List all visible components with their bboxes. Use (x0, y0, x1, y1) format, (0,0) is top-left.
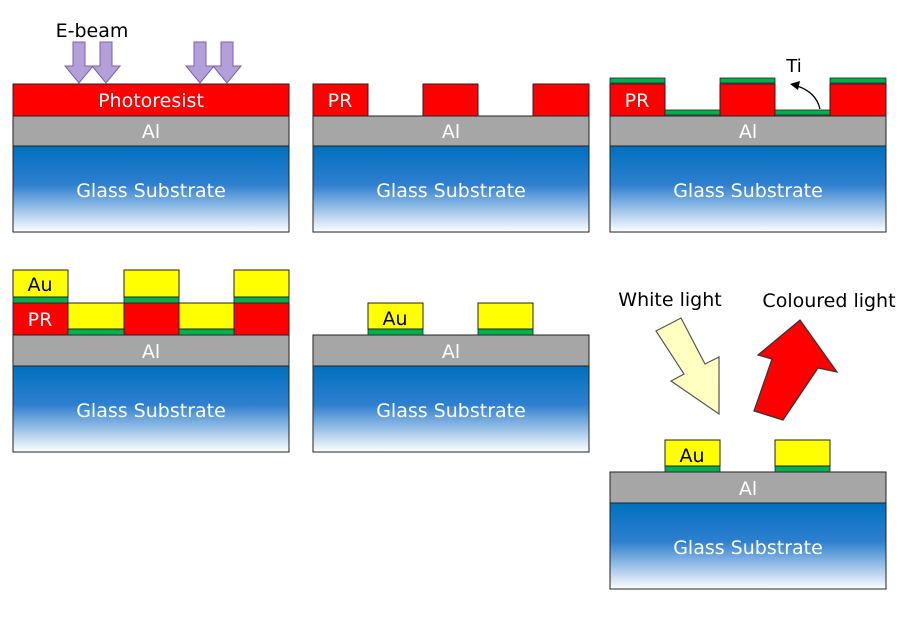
ti-pointer-arrowhead-icon (790, 81, 800, 90)
pr-block (422, 83, 479, 117)
al-label: Al (442, 341, 460, 363)
substrate-label: Glass Substrate (76, 400, 226, 422)
ti-layer (477, 328, 534, 336)
ti-layer (12, 296, 69, 304)
ti-label: Ti (785, 56, 801, 77)
panel-ebeam-exposure: Glass Substrate Al Photoresist E-beam (12, 20, 290, 233)
pr-block (123, 302, 180, 336)
ti-layer (719, 77, 776, 84)
pr-block (532, 83, 590, 117)
pr-block (233, 302, 290, 336)
ti-layer (178, 328, 235, 336)
ti-layer (774, 109, 831, 116)
au-block (774, 439, 831, 467)
pr-label: PR (328, 90, 353, 112)
al-label: Al (142, 341, 160, 363)
glass-substrate (312, 145, 590, 233)
al-layer (609, 115, 887, 147)
au-block (477, 302, 534, 330)
ti-layer (609, 77, 666, 84)
glass-substrate (609, 145, 887, 233)
ti-layer (664, 109, 721, 116)
ti-layer (233, 296, 290, 304)
au-block (123, 269, 180, 298)
ti-layer (774, 465, 831, 473)
al-label: Al (442, 121, 460, 143)
al-layer (12, 115, 290, 147)
pr-block (719, 83, 776, 117)
ti-layer (123, 296, 180, 304)
ebeam-arrow-icon (184, 41, 216, 84)
ebeam-arrow-icon (211, 41, 243, 84)
au-block (12, 269, 69, 298)
glass-substrate (609, 502, 887, 590)
pr-block (609, 83, 666, 117)
glass-substrate (12, 145, 290, 233)
ti-layer (829, 77, 887, 84)
photoresist-label: Photoresist (98, 90, 204, 112)
substrate-label: Glass Substrate (673, 537, 823, 559)
au-label: Au (679, 445, 704, 467)
coloured-light-arrow-icon (753, 319, 839, 421)
pr-block (12, 302, 69, 336)
panel-au-deposition: Glass Substrate Al Au PR (12, 269, 290, 453)
al-layer (312, 334, 590, 367)
au-block (664, 439, 721, 467)
white-light-label: White light (618, 289, 721, 311)
glass-substrate (12, 365, 290, 453)
panel-coloured-light: Glass Substrate Al Au White light Colour… (609, 289, 896, 590)
au-block (178, 302, 235, 330)
au-label: Au (382, 308, 407, 330)
substrate-label: Glass Substrate (376, 180, 526, 202)
pr-label: PR (625, 90, 650, 112)
al-label: Al (739, 121, 757, 143)
substrate-label: Glass Substrate (673, 180, 823, 202)
al-layer (609, 471, 887, 504)
ebeam-label: E-beam (56, 20, 129, 42)
au-block (233, 269, 290, 298)
substrate-label: Glass Substrate (76, 180, 226, 202)
al-label: Al (739, 478, 757, 500)
al-layer (312, 115, 590, 147)
panel-lift-off: Glass Substrate Al Au (312, 302, 590, 453)
pr-block (829, 83, 887, 117)
white-light-arrow-icon (655, 317, 720, 416)
photoresist-layer (12, 83, 290, 117)
ebeam-arrow-icon (90, 41, 122, 84)
au-block (67, 302, 125, 330)
panel-developed-resist: Glass Substrate Al PR (312, 83, 590, 233)
pr-block (312, 83, 369, 117)
substrate-label: Glass Substrate (376, 400, 526, 422)
ti-layer (67, 328, 125, 336)
pr-label: PR (28, 309, 53, 331)
panel-ti-deposition: Glass Substrate Al PR Ti (609, 56, 887, 233)
al-layer (12, 334, 290, 367)
al-label: Al (142, 121, 160, 143)
au-block (367, 302, 424, 330)
ebeam-arrow-icon (63, 41, 95, 84)
coloured-light-label: Coloured light (762, 290, 895, 312)
ti-pointer-arrow-icon (796, 85, 821, 110)
au-label: Au (27, 274, 52, 296)
